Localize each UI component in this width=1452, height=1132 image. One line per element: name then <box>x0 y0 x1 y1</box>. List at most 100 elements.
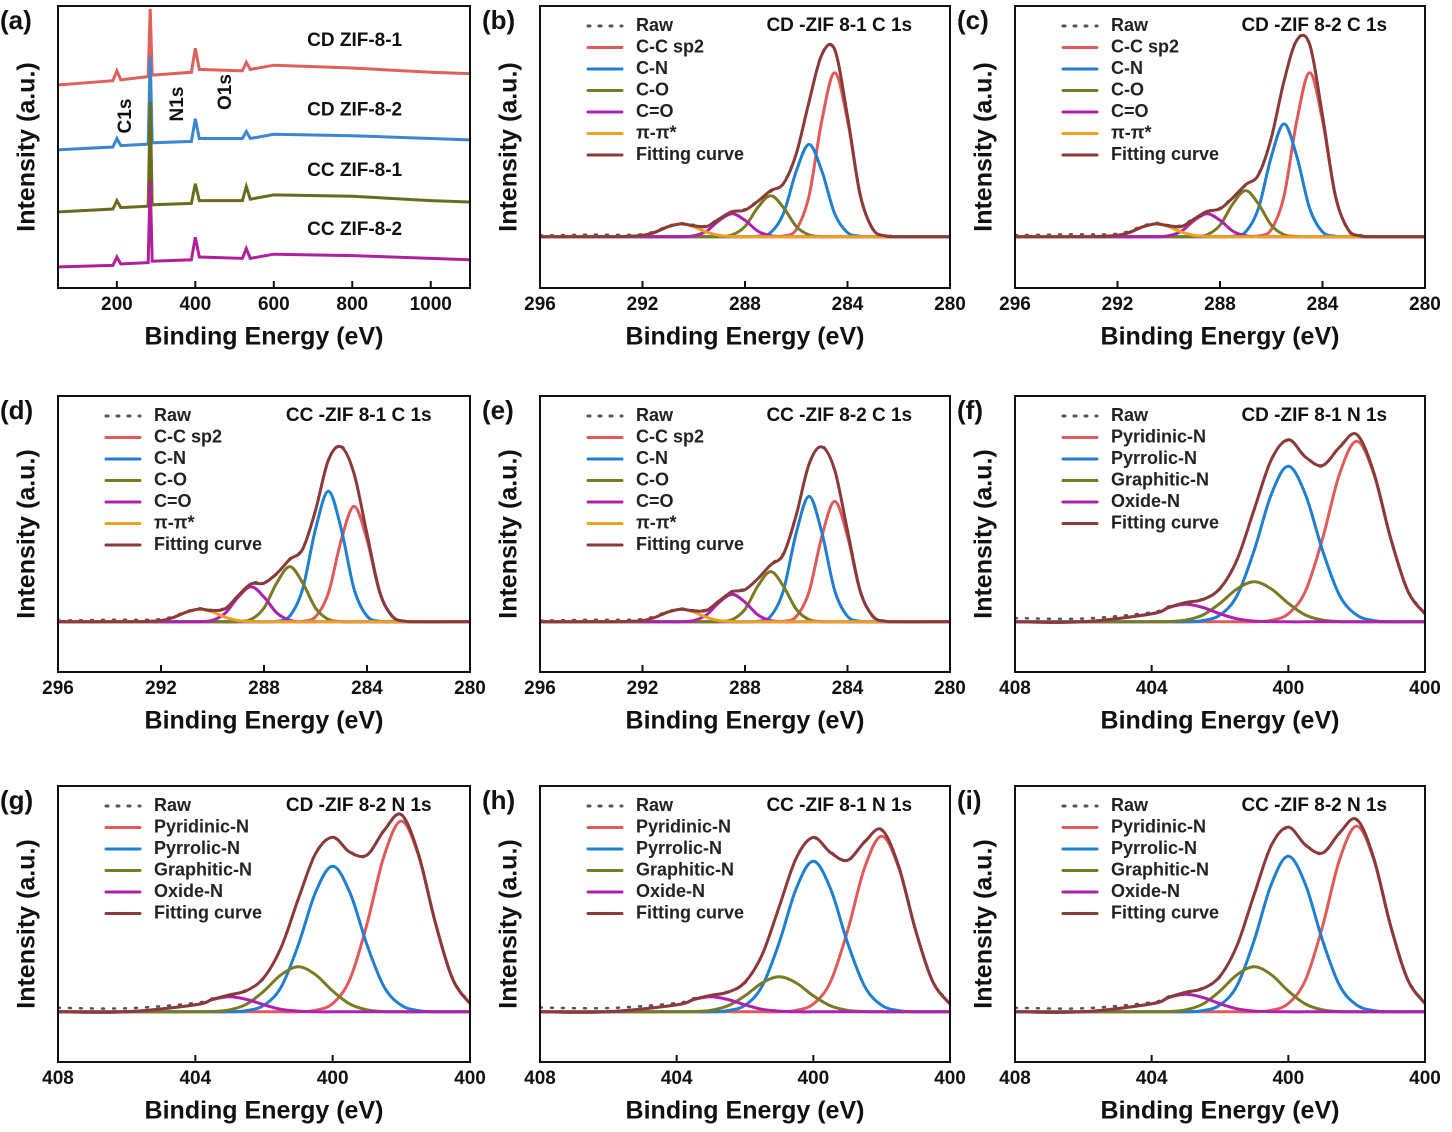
legend-label: Graphitic-N <box>154 859 252 879</box>
legend-label: Fitting curve <box>154 534 262 554</box>
legend-label: Fitting curve <box>1111 512 1219 532</box>
panel-title: CC -ZIF 8-1 N 1s <box>766 795 912 816</box>
panel: (e) 296 292 288 284 280 Binding Energy (eV) Int… <box>482 395 966 735</box>
legend-label: Fitting curve <box>1111 902 1219 922</box>
legend-label: C=O <box>636 101 674 121</box>
legend-label: Pyrrolic-N <box>1111 838 1197 858</box>
x-tick-label: 280 <box>934 294 966 315</box>
series-line <box>1016 439 1424 624</box>
legend-label: Graphitic-N <box>1111 859 1209 879</box>
y-axis-label: Intensity (a.u.) <box>13 449 41 618</box>
panel-title: CD -ZIF 8-1 C 1s <box>766 15 912 36</box>
panel-label: (i) <box>957 785 982 815</box>
series-line <box>1016 189 1424 239</box>
y-axis-label: Intensity (a.u.) <box>495 62 523 231</box>
y-axis-label: Intensity (a.u.) <box>970 62 998 231</box>
x-tick-label: 288 <box>729 294 761 315</box>
x-tick-label: 200 <box>101 294 133 315</box>
series-line <box>59 995 469 1014</box>
x-tick-label: 400 <box>797 1068 829 1089</box>
x-tick-label: 400 <box>454 1068 486 1089</box>
series-line <box>541 194 949 239</box>
series-label: CC ZIF-8-1 <box>307 160 402 181</box>
legend-label: Pyridinic-N <box>1111 426 1206 446</box>
legend-label: C=O <box>1111 101 1149 121</box>
x-tick-label: 408 <box>524 1068 556 1089</box>
x-tick-label: 600 <box>258 294 290 315</box>
y-axis-label: Intensity (a.u.) <box>13 839 41 1008</box>
panel-label: (c) <box>957 5 989 35</box>
x-tick-label: 284 <box>351 678 383 699</box>
panel-title: CC -ZIF 8-2 C 1s <box>766 405 912 426</box>
series-label: CD ZIF-8-2 <box>307 99 402 120</box>
x-tick-label: 404 <box>1136 1068 1168 1089</box>
series-line <box>1016 33 1424 239</box>
x-tick-label: 1000 <box>410 294 452 315</box>
legend-label: Raw <box>154 795 192 815</box>
y-axis-label: Intensity (a.u.) <box>495 449 523 618</box>
panel-label: (e) <box>482 395 514 425</box>
series-line <box>541 859 949 1014</box>
x-tick-label: 408 <box>42 1068 74 1089</box>
x-axis-label: Binding Energy (eV) <box>1101 707 1340 735</box>
x-tick-label: 408 <box>999 1068 1031 1089</box>
legend-label: C-O <box>636 79 669 99</box>
panel-label: (f) <box>957 395 983 425</box>
legend-label: C-N <box>636 58 668 78</box>
raw-data <box>1016 432 1424 621</box>
legend-label: Raw <box>154 405 192 425</box>
legend-label: C-C sp2 <box>636 426 704 446</box>
series-line <box>541 827 949 1014</box>
legend-label: Pyridinic-N <box>1111 816 1206 836</box>
legend-label: Pyrrolic-N <box>636 838 722 858</box>
legend-label: Graphitic-N <box>1111 469 1209 489</box>
legend-label: π-π* <box>154 512 195 532</box>
series-line <box>59 8 469 87</box>
series-line <box>59 180 469 269</box>
x-tick-label: 292 <box>627 294 659 315</box>
series-line <box>59 607 469 624</box>
x-tick-label: 296 <box>999 294 1031 315</box>
x-tick-label: 296 <box>524 294 556 315</box>
legend-label: C-C sp2 <box>154 426 222 446</box>
x-tick-label: 400 <box>1272 678 1304 699</box>
legend-label: C=O <box>154 491 192 511</box>
series-line <box>59 444 469 624</box>
legend-label: C-N <box>154 448 186 468</box>
peak-annotation: C1s <box>115 99 136 134</box>
x-tick-label: 292 <box>627 678 659 699</box>
raw-data <box>541 43 949 239</box>
x-axis-label: Binding Energy (eV) <box>626 323 865 351</box>
panel-label: (d) <box>0 395 33 425</box>
series-line <box>541 445 949 624</box>
panel-label: (g) <box>0 785 33 815</box>
panel: (c) 296 292 288 284 280 Binding Energy (eV) Int… <box>957 5 1441 351</box>
legend-label: Graphitic-N <box>636 859 734 879</box>
x-tick-label: 400 <box>1272 1068 1304 1089</box>
series-line <box>541 42 949 239</box>
panel: (d) 296 292 288 284 280 Binding Energy (eV) Int… <box>0 395 486 735</box>
panel-title: CC -ZIF 8-2 N 1s <box>1241 795 1387 816</box>
x-tick-label: 400 <box>1409 678 1441 699</box>
plot-frame <box>57 5 471 289</box>
legend-label: Raw <box>1111 15 1149 35</box>
legend-label: Fitting curve <box>636 902 744 922</box>
series-line <box>59 585 469 624</box>
legend-label: C-C sp2 <box>1111 36 1179 56</box>
legend-label: Raw <box>1111 405 1149 425</box>
x-tick-label: 280 <box>934 678 966 699</box>
x-tick-label: 288 <box>729 678 761 699</box>
legend-label: Oxide-N <box>636 881 705 901</box>
x-tick-label: 404 <box>179 1068 211 1089</box>
legend-label: Fitting curve <box>636 534 744 554</box>
series-line <box>59 101 469 214</box>
x-tick-label: 400 <box>179 294 211 315</box>
legend-label: Raw <box>636 15 674 35</box>
panel-label: (h) <box>482 785 515 815</box>
legend-label: π-π* <box>636 512 677 532</box>
x-tick-label: 400 <box>317 1068 349 1089</box>
panel-label: (a) <box>0 5 32 35</box>
panel: (b) 296 292 288 284 280 Binding Energy (eV) Int… <box>482 5 966 351</box>
legend-label: π-π* <box>1111 122 1152 142</box>
series-line <box>541 142 949 239</box>
